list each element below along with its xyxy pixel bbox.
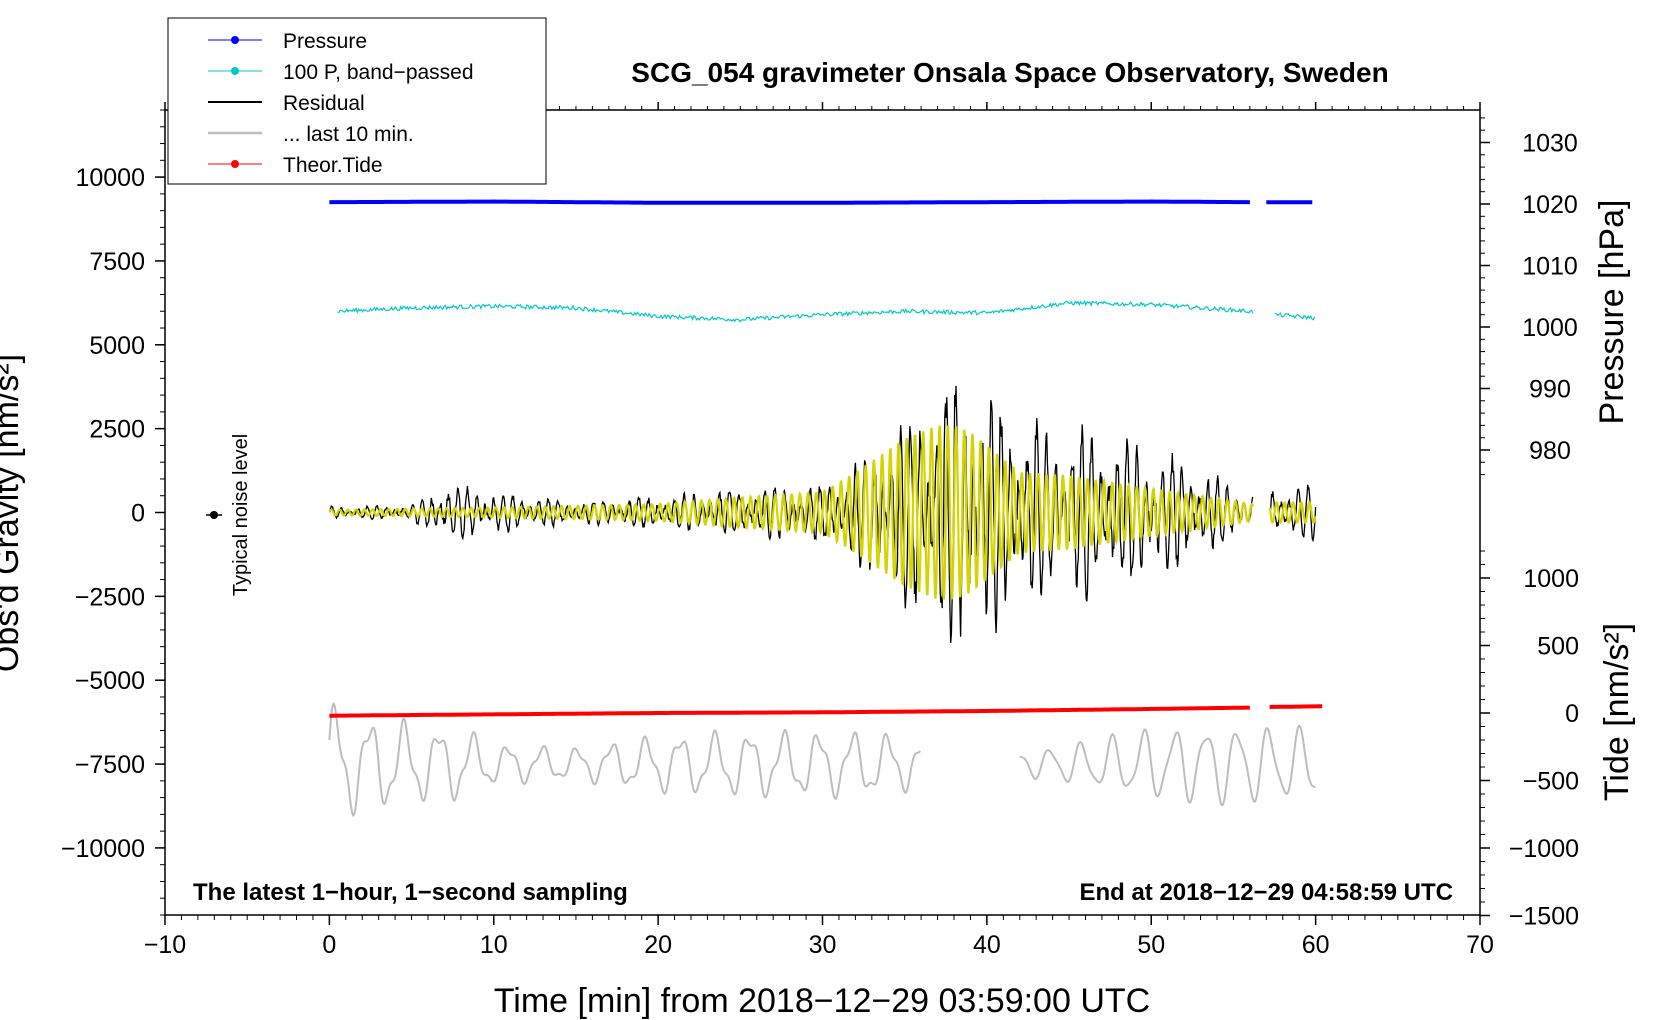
y-tick-label: 10000 (75, 164, 145, 192)
x-tick-label: 20 (644, 931, 672, 959)
pressure-line (329, 199, 1313, 205)
y-tick-label: −10000 (61, 835, 145, 863)
legend-marker (231, 160, 239, 168)
series-layer (328, 199, 1323, 818)
legend-label: ... last 10 min. (283, 123, 414, 146)
y-axis-pressure: 1030 1020 1010 1000 990 980 (1480, 117, 1578, 476)
legend-label: Theor.Tide (283, 154, 383, 177)
x-tick-label: −10 (144, 931, 186, 959)
noise-level-marker (210, 511, 218, 519)
tide-tick-label: 0 (1565, 700, 1579, 728)
x-tick-label: 40 (973, 931, 1001, 959)
note-sampling: The latest 1−hour, 1−second sampling (193, 879, 628, 906)
x-tick-label: 60 (1302, 931, 1330, 959)
note-end-time: End at 2018−12−29 04:58:59 UTC (1079, 879, 1453, 906)
y-tick-label: 7500 (89, 248, 145, 276)
y-tick-label: −5000 (75, 667, 145, 695)
legend-marker (231, 36, 239, 44)
tide-tick-label: −1500 (1509, 903, 1579, 931)
tide-tick-label: −500 (1523, 768, 1579, 796)
y-tick-label: −7500 (75, 751, 145, 779)
x-tick-label: 0 (322, 931, 336, 959)
legend-label: 100 P, band−passed (283, 61, 474, 84)
tide-tick-label: −1000 (1509, 835, 1579, 863)
legend-label: Residual (283, 92, 365, 115)
x-axis-title: Time [min] from 2018−12−29 03:59:00 UTC (494, 982, 1150, 1020)
pressure-tick-label: 1020 (1522, 191, 1578, 219)
pressure-tick-label: 980 (1529, 437, 1571, 465)
last-10min-line (328, 701, 922, 818)
y-tick-label: 2500 (89, 416, 145, 444)
pressure-tick-label: 1030 (1522, 130, 1578, 158)
pressure-tick-label: 1010 (1522, 253, 1578, 281)
y-tick-label: 0 (131, 500, 145, 528)
tide-line (329, 704, 1323, 718)
y-tick-label: −2500 (75, 583, 145, 611)
x-tick-label: 70 (1466, 931, 1494, 959)
legend-label: Pressure (283, 30, 367, 53)
residual-line (328, 385, 1317, 643)
pressure-bandpassed-line (337, 299, 1316, 323)
pressure-tick-label: 1000 (1522, 314, 1578, 342)
tide-tick-label: 1000 (1523, 565, 1579, 593)
y-axis-title-tide: Tide [nm/s²] (1598, 623, 1636, 801)
x-tick-label: 30 (809, 931, 837, 959)
last-10min-line-2 (1019, 724, 1316, 807)
y-axis-tide: 1000 500 0 −500 −1000 −1500 (1480, 550, 1579, 931)
legend: Pressure 100 P, band−passed Residual ... la… (167, 17, 547, 185)
x-tick-label: 10 (480, 931, 508, 959)
y-tick-label: 5000 (89, 332, 145, 360)
y-axis-title-left: Obs'd Gravity [nm/s²] (0, 354, 26, 672)
bandpassed-residual-line (328, 425, 1317, 600)
legend-marker (231, 67, 239, 75)
y-axis-left: 10000 7500 5000 2500 0 −2500 −5000 −7500 −10000 (61, 109, 165, 916)
noise-level-label: Typical noise level (230, 434, 252, 596)
y-axis-title-pressure: Pressure [hPa] (1593, 200, 1631, 425)
pressure-tick-label: 990 (1529, 376, 1571, 404)
tide-tick-label: 500 (1537, 633, 1579, 661)
chart-title: SCG_054 gravimeter Onsala Space Observat… (631, 57, 1388, 88)
x-tick-label: 50 (1137, 931, 1165, 959)
